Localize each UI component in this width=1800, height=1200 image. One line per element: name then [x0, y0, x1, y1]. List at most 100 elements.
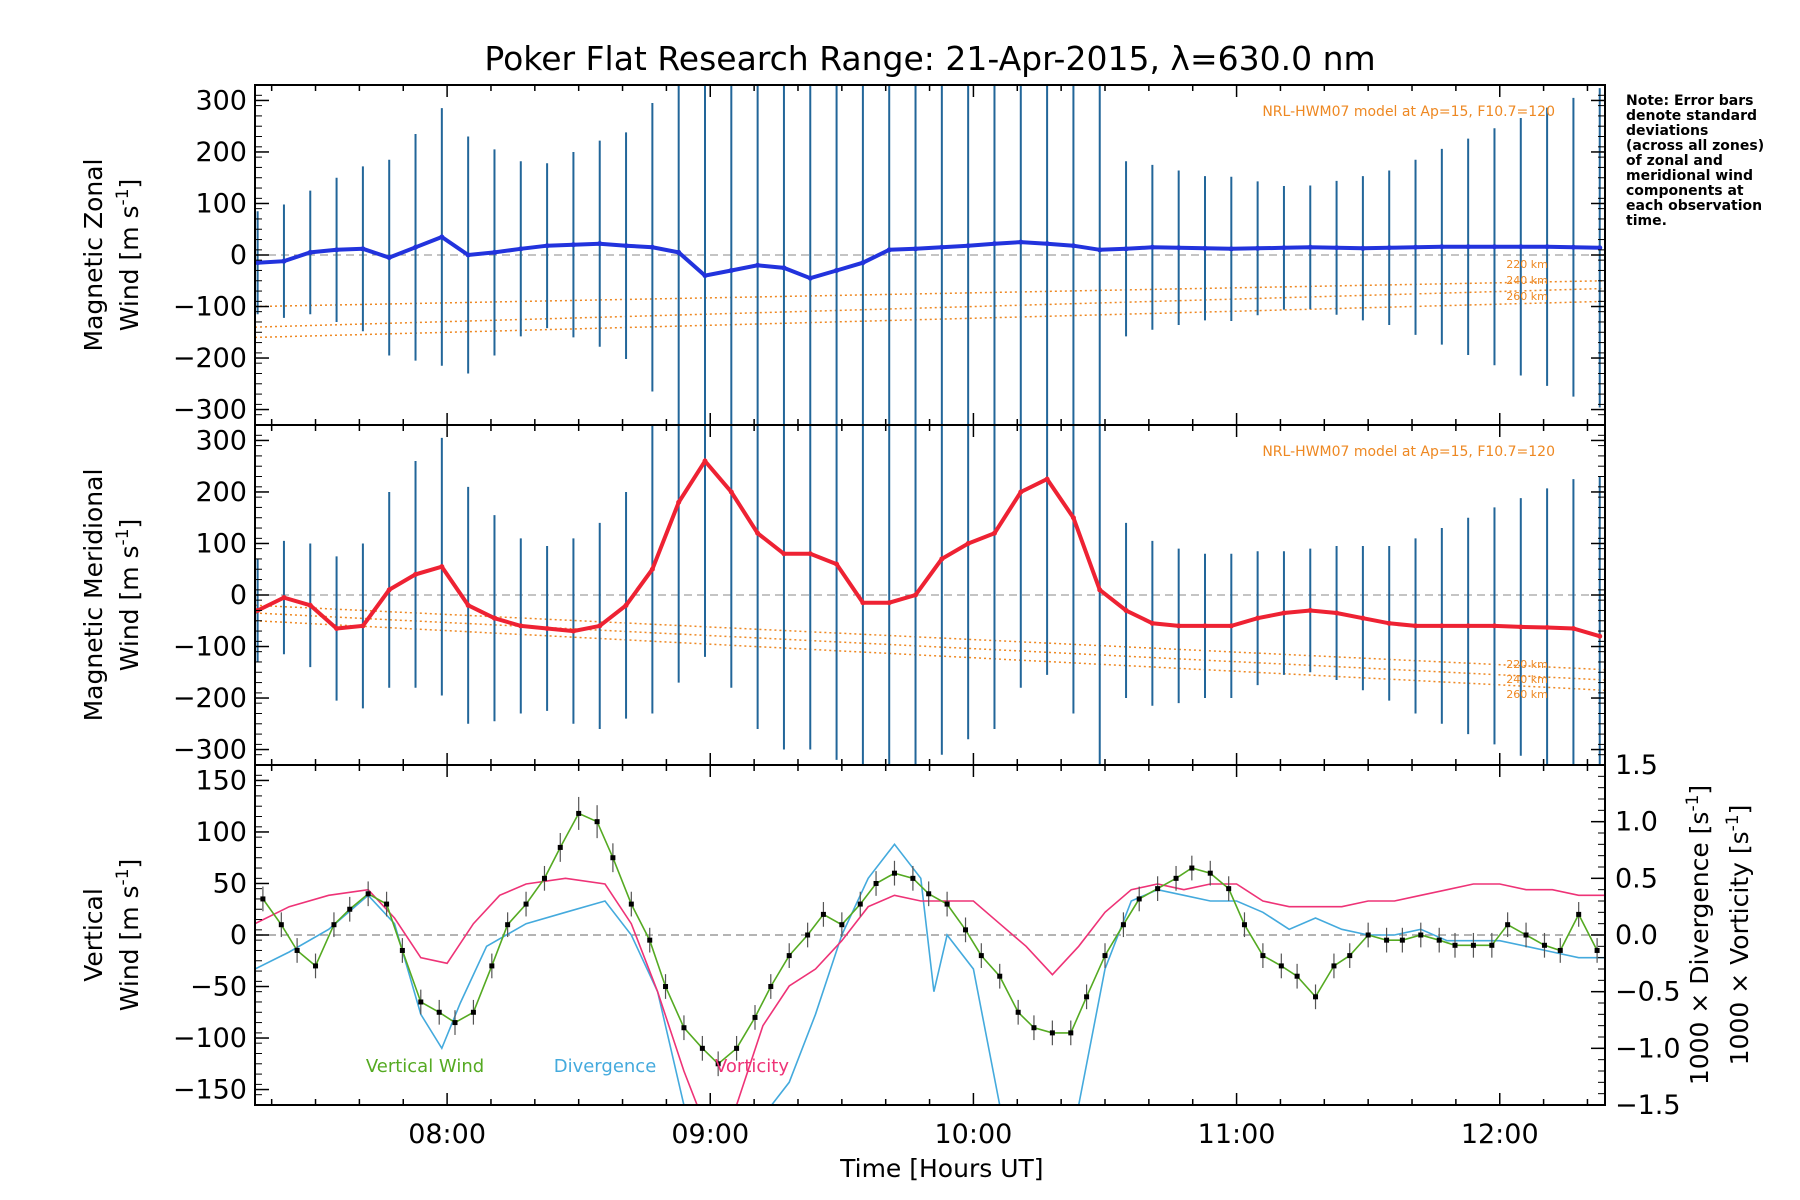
data-point: [649, 566, 655, 572]
data-point: [728, 489, 734, 495]
ylabel-line2: Wind [m s-1]: [113, 519, 144, 672]
vertical-data-point: [347, 906, 353, 912]
vertical-data-point: [260, 896, 266, 902]
vertical-data-point: [1505, 922, 1511, 928]
data-point: [386, 587, 392, 593]
vertical-data-point: [891, 870, 897, 876]
altitude-label: 240 km: [1506, 274, 1548, 287]
vertical-data-point: [1278, 963, 1284, 969]
data-point: [1281, 245, 1287, 251]
data-point: [702, 458, 708, 464]
vertical-data-point: [541, 875, 547, 881]
vertical-data-point: [1226, 886, 1232, 892]
ylabel-line1: Magnetic Meridional: [79, 469, 108, 722]
data-point: [1176, 623, 1182, 629]
data-point: [1281, 610, 1287, 616]
data-point: [1334, 245, 1340, 251]
data-point: [307, 249, 313, 255]
data-point: [886, 247, 892, 253]
vertical-data-point: [963, 927, 969, 933]
note-line: deviations: [1626, 123, 1708, 139]
vertical-data-point: [470, 1009, 476, 1015]
y-tick-label: −100: [173, 632, 247, 663]
data-point: [597, 623, 603, 629]
data-point: [781, 551, 787, 557]
data-point: [781, 265, 787, 271]
vertical-data-point: [1418, 932, 1424, 938]
data-point: [1360, 615, 1366, 621]
legend-divergence: Divergence: [554, 1056, 657, 1077]
note-line: time.: [1626, 213, 1667, 229]
vertical-data-point: [452, 1020, 458, 1026]
vertical-plot-area: [255, 796, 1605, 1105]
data-point: [1518, 244, 1524, 250]
data-point: [1070, 515, 1076, 521]
vertical-data-point: [1207, 870, 1213, 876]
note-line: meridional wind: [1626, 168, 1753, 184]
vertical-data-point: [663, 984, 669, 990]
vertical-data-point: [926, 891, 932, 897]
vertical-data-point: [944, 901, 950, 907]
vertical-data-point: [1576, 911, 1582, 917]
note-line: of zonal and: [1626, 153, 1723, 169]
data-point: [1413, 623, 1419, 629]
data-point: [1228, 623, 1234, 629]
y2-tick-label: 1.5: [1615, 750, 1658, 781]
data-point: [728, 267, 734, 273]
data-point: [1386, 245, 1392, 251]
y-tick-label: 200: [195, 477, 247, 508]
altitude-label: 260 km: [1506, 688, 1548, 701]
data-point: [281, 595, 287, 601]
altitude-label: 260 km: [1506, 290, 1548, 303]
vertical-data-point: [681, 1025, 687, 1031]
data-point: [465, 602, 471, 608]
y-tick-label: 100: [195, 528, 247, 559]
vertical-data-point: [294, 947, 300, 953]
y-tick-label: 100: [195, 188, 247, 219]
y2-tick-label: −1.5: [1615, 1090, 1681, 1121]
vertical-data-point: [1241, 922, 1247, 928]
vertical-data-point: [1331, 963, 1337, 969]
data-point: [360, 623, 366, 629]
vertical-data-point: [523, 901, 529, 907]
data-point: [1544, 244, 1550, 250]
data-point: [1439, 244, 1445, 250]
vertical-data-point: [699, 1045, 705, 1051]
vorticity-ylabel: 1000 × Vorticity [s-1]: [1723, 805, 1754, 1066]
vertical-frame: [254, 764, 1606, 1106]
y2-tick-label: −0.5: [1615, 977, 1681, 1008]
data-point: [1044, 241, 1050, 247]
vertical-data-point: [489, 963, 495, 969]
y-tick-label: 150: [195, 765, 247, 796]
vertical-data-point: [1313, 994, 1319, 1000]
y2-tick-label: −1.0: [1615, 1033, 1681, 1064]
vertical-data-point: [910, 875, 916, 881]
legend-vorticity: Vorticity: [715, 1056, 789, 1077]
y-tick-label: 100: [195, 817, 247, 848]
data-point: [1149, 620, 1155, 626]
vertical-data-point: [610, 855, 616, 861]
vertical-data-point: [1347, 953, 1353, 959]
vertical-data-point: [805, 932, 811, 938]
vertical-data-point: [436, 1009, 442, 1015]
data-point: [965, 243, 971, 249]
data-point: [334, 625, 340, 631]
data-point: [1570, 625, 1576, 631]
y-tick-label: 300: [195, 85, 247, 116]
x-axis-label: Time [Hours UT]: [839, 1154, 1043, 1183]
y2-tick-label: 0.5: [1615, 863, 1658, 894]
data-point: [597, 241, 603, 247]
ylabel-line1: Vertical: [79, 888, 108, 982]
model-curve-260km: [255, 300, 1605, 339]
vertical-ylabel: Vertical Wind [m s-1]: [79, 859, 144, 1012]
data-point: [1597, 245, 1603, 251]
y-tick-label: 50: [213, 868, 247, 899]
vertical-data-point: [1102, 953, 1108, 959]
y-tick-label: −200: [173, 343, 247, 374]
y-tick-label: −100: [173, 1023, 247, 1054]
data-point: [1360, 245, 1366, 251]
data-point: [807, 551, 813, 557]
data-point: [570, 242, 576, 248]
data-point: [649, 244, 655, 250]
